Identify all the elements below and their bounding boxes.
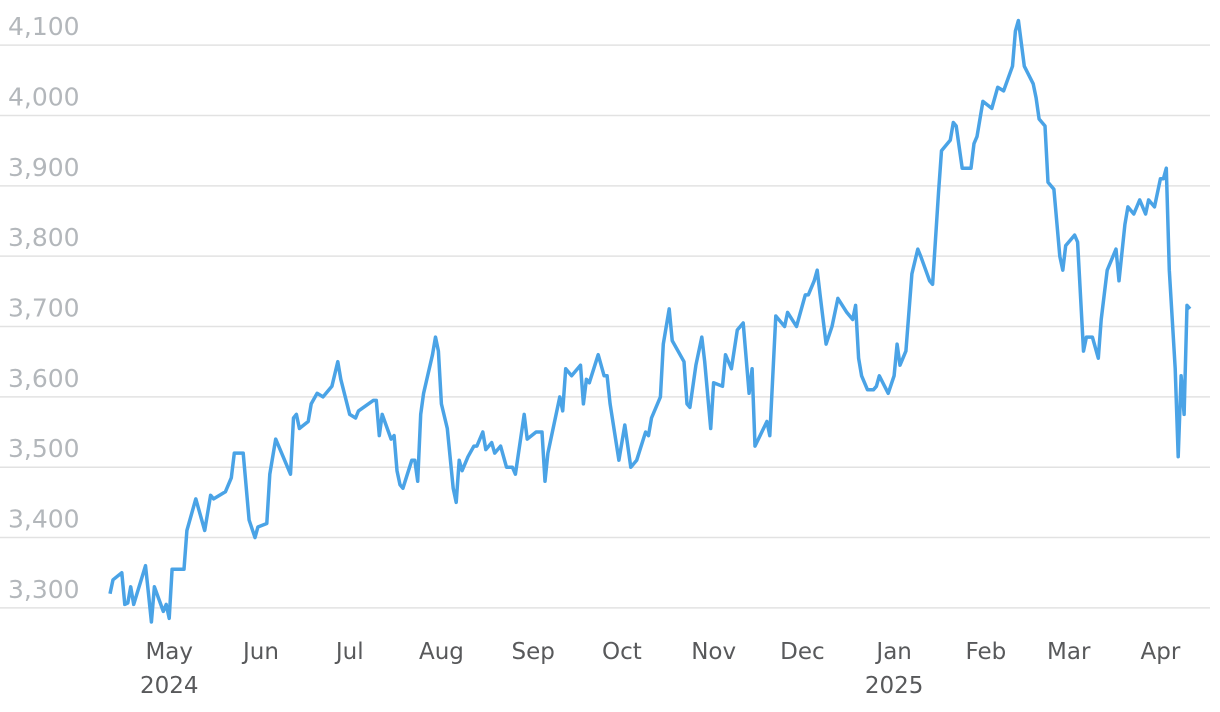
x-tick-label: Jul [334, 639, 364, 665]
y-tick-label: 3,300 [8, 575, 80, 604]
y-tick-label: 3,900 [8, 153, 80, 182]
x-tick-label: Feb [966, 639, 1007, 665]
y-tick-label: 3,600 [8, 364, 80, 393]
x-tick-label: Nov [691, 639, 736, 665]
y-tick-label: 4,100 [8, 12, 80, 41]
x-tick-label: Sep [511, 639, 554, 665]
x-tick-label: Aug [419, 639, 464, 665]
y-tick-label: 3,400 [8, 505, 80, 534]
x-tick-label: Apr [1141, 639, 1181, 665]
x-tick-label: May [145, 639, 193, 665]
x-tick-label: Jun [241, 639, 279, 665]
y-tick-label: 3,800 [8, 223, 80, 252]
x-tick-label: Oct [602, 639, 642, 665]
y-tick-label: 3,700 [8, 294, 80, 323]
y-tick-label: 4,000 [8, 82, 80, 111]
x-tick-label: Mar [1047, 639, 1091, 665]
year-label: 2024 [140, 673, 199, 699]
x-tick-label: Dec [780, 639, 825, 665]
year-label: 2025 [865, 673, 924, 699]
line [108, 18, 1192, 624]
x-tick-label: Jan [874, 639, 911, 665]
y-tick-label: 3,500 [8, 434, 80, 463]
